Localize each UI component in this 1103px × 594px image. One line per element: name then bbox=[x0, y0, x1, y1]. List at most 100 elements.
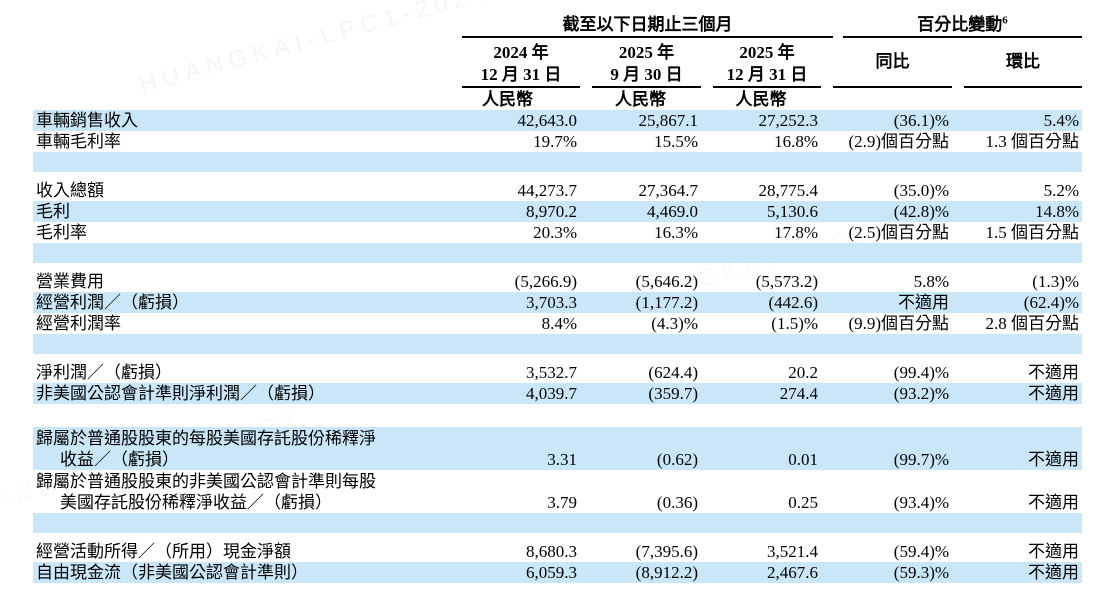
date-line2: 12 月 31 日 bbox=[480, 65, 562, 84]
spacer-cell bbox=[33, 404, 1082, 427]
cell-value: 1.5 個百分點 bbox=[985, 223, 1080, 242]
col-header-2024-12-31: 2024 年 12 月 31 日 bbox=[435, 38, 580, 88]
cell-value: (2.5)個百分點 bbox=[848, 223, 950, 242]
currency-label: 人民幣 bbox=[482, 90, 533, 109]
cell-value: 3.31 bbox=[547, 450, 577, 469]
cell-value: (59.3)% bbox=[893, 563, 950, 582]
spacer-cell bbox=[33, 243, 1082, 263]
cell-value: (8,912.2) bbox=[635, 563, 698, 582]
cell-value: (7,395.6) bbox=[635, 542, 698, 561]
cell-value: (5,646.2) bbox=[635, 272, 698, 291]
cell-value: 42,643.0 bbox=[517, 111, 578, 130]
row-label: 經營利潤／（虧損） bbox=[36, 293, 189, 312]
cell-value: 19.7% bbox=[533, 132, 577, 151]
table-row: 歸屬於普通股股東的非美國公認會計準則每股 美國存託股份稀釋淨收益／（虧損） 3.79… bbox=[33, 470, 1082, 513]
row-label: 歸屬於普通股股東的非美國公認會計準則每股 美國存託股份稀釋淨收益／（虧損） bbox=[36, 472, 376, 512]
cell-value: 8,680.3 bbox=[526, 542, 577, 561]
cell-value: (62.4)% bbox=[1023, 293, 1080, 312]
row-label: 毛利 bbox=[36, 202, 70, 221]
header-empty-cell bbox=[33, 88, 435, 110]
row-label: 經營活動所得／（所用）現金淨額 bbox=[36, 542, 291, 561]
cell-value: 3,532.7 bbox=[526, 363, 577, 382]
cell-value: 5.4% bbox=[1043, 111, 1080, 130]
cell-value: (99.7)% bbox=[893, 450, 950, 469]
cell-value: 25,867.1 bbox=[638, 111, 699, 130]
header-empty-cell bbox=[33, 38, 435, 88]
cell-value: 2.8 個百分點 bbox=[985, 314, 1080, 333]
date-line2: 12 月 31 日 bbox=[726, 65, 808, 84]
cell-value: 8.4% bbox=[541, 314, 577, 333]
footnote-superscript: 6 bbox=[1002, 14, 1008, 27]
header-empty-cell bbox=[821, 88, 952, 110]
date-line1: 2025 年 bbox=[739, 43, 795, 62]
col-header-qoq: 環比 bbox=[952, 38, 1083, 88]
cell-value: (9.9)個百分點 bbox=[848, 314, 950, 333]
cell-value: (59.4)% bbox=[893, 542, 950, 561]
table-row: 經營活動所得／（所用）現金淨額 8,680.3 (7,395.6) 3,521.4 (5… bbox=[33, 541, 1082, 562]
group-title-pct-change-text: 百分比變動 bbox=[917, 15, 1003, 34]
cell-value: (42.8)% bbox=[893, 202, 950, 221]
spacer-row bbox=[33, 513, 1083, 533]
cell-value: 不適用 bbox=[1028, 493, 1080, 512]
table-row: 車輛毛利率 19.7% 15.5% 16.8% (2.9)個百分點 1.3 個百分點 bbox=[33, 131, 1082, 152]
table-row: 自由現金流（非美國公認會計準則） 6,059.3 (8,912.2) 2,467.6 (… bbox=[33, 562, 1083, 583]
cell-value: 4,039.7 bbox=[526, 384, 577, 403]
cell-value: (0.62) bbox=[656, 450, 698, 469]
cell-value: 44,273.7 bbox=[517, 181, 578, 200]
cell-value: 4,469.0 bbox=[647, 202, 698, 221]
header-group-change: 百分比變動6 bbox=[821, 12, 1083, 38]
header-currency-row: 人民幣 人民幣 人民幣 bbox=[33, 88, 1082, 110]
yoy-label: 同比 bbox=[875, 52, 910, 71]
cell-value: 27,364.7 bbox=[638, 181, 699, 200]
cell-value: 不適用 bbox=[1028, 384, 1080, 403]
table-row: 經營利潤／（虧損） 3,703.3 (1,177.2) (442.6) 不適用 (62.4… bbox=[33, 292, 1083, 313]
cell-value: (5,573.2) bbox=[755, 272, 819, 291]
cell-value: (4.3)% bbox=[651, 314, 698, 333]
spacer-cell bbox=[33, 152, 1082, 172]
cell-value: 17.8% bbox=[774, 223, 819, 242]
row-label: 經營利潤率 bbox=[36, 314, 121, 333]
col-header-2025-09-30: 2025 年 9 月 30 日 bbox=[580, 38, 701, 88]
row-label: 車輛銷售收入 bbox=[36, 111, 138, 130]
spacer-row bbox=[33, 354, 1082, 362]
table-row: 歸屬於普通股股東的每股美國存託股份稀釋淨 收益／（虧損） 3.31 (0.62) 0.0… bbox=[33, 427, 1083, 470]
cell-value: 1.3 個百分點 bbox=[985, 132, 1080, 151]
cell-value: (35.0)% bbox=[893, 181, 950, 200]
cell-value: (1,177.2) bbox=[635, 293, 698, 312]
cell-value: 不適用 bbox=[1028, 450, 1080, 469]
table-header: 截至以下日期止三個月 百分比變動6 2024 年 12 月 31 日 2025 年… bbox=[33, 12, 1083, 110]
cell-value: (93.4)% bbox=[893, 493, 950, 512]
cell-value: (93.2)% bbox=[893, 384, 950, 403]
cell-value: (2.9)個百分點 bbox=[848, 132, 950, 151]
spacer-cell bbox=[33, 172, 1082, 180]
cell-value: 5.8% bbox=[913, 272, 950, 291]
financial-results-table: 截至以下日期止三個月 百分比變動6 2024 年 12 月 31 日 2025 年… bbox=[33, 12, 1083, 583]
cell-value: 16.3% bbox=[654, 223, 698, 242]
spacer-row bbox=[33, 152, 1083, 172]
date-line2: 9 月 30 日 bbox=[610, 65, 683, 84]
spacer-cell bbox=[33, 334, 1082, 354]
cell-value: 2,467.6 bbox=[767, 563, 819, 582]
header-date-row: 2024 年 12 月 31 日 2025 年 9 月 30 日 2025 年 12 … bbox=[33, 38, 1083, 88]
table-row: 毛利率 20.3% 16.3% 17.8% (2.5)個百分點 1.5 個百分點 bbox=[33, 222, 1082, 243]
cell-value: 20.3% bbox=[533, 223, 577, 242]
table-row: 經營利潤率 8.4% (4.3)% (1.5)% (9.9)個百分點 2.8 個百分點 bbox=[33, 313, 1082, 334]
group-title-three-months: 截至以下日期止三個月 bbox=[462, 13, 834, 38]
cell-value: (5,266.9) bbox=[514, 272, 577, 291]
cell-value: 0.25 bbox=[788, 493, 819, 512]
currency-label: 人民幣 bbox=[615, 90, 666, 109]
row-label: 淨利潤／（虧損） bbox=[36, 363, 172, 382]
cell-value: (1.3)% bbox=[1032, 272, 1080, 291]
row-label: 收入總額 bbox=[36, 181, 104, 200]
cell-value: (624.4) bbox=[648, 363, 698, 382]
col-header-2025-12-31: 2025 年 12 月 31 日 bbox=[701, 38, 822, 88]
cell-value: 5.2% bbox=[1043, 181, 1080, 200]
table-row: 收入總額 44,273.7 27,364.7 28,775.4 (35.0)% 5.2% bbox=[33, 180, 1082, 201]
qoq-label: 環比 bbox=[1006, 52, 1041, 71]
row-label: 毛利率 bbox=[36, 223, 87, 242]
cell-value: (36.1)% bbox=[893, 111, 950, 130]
spacer-row bbox=[33, 533, 1082, 541]
cell-value: 14.8% bbox=[1035, 202, 1080, 221]
row-label: 歸屬於普通股股東的每股美國存託股份稀釋淨 收益／（虧損） bbox=[36, 429, 376, 469]
